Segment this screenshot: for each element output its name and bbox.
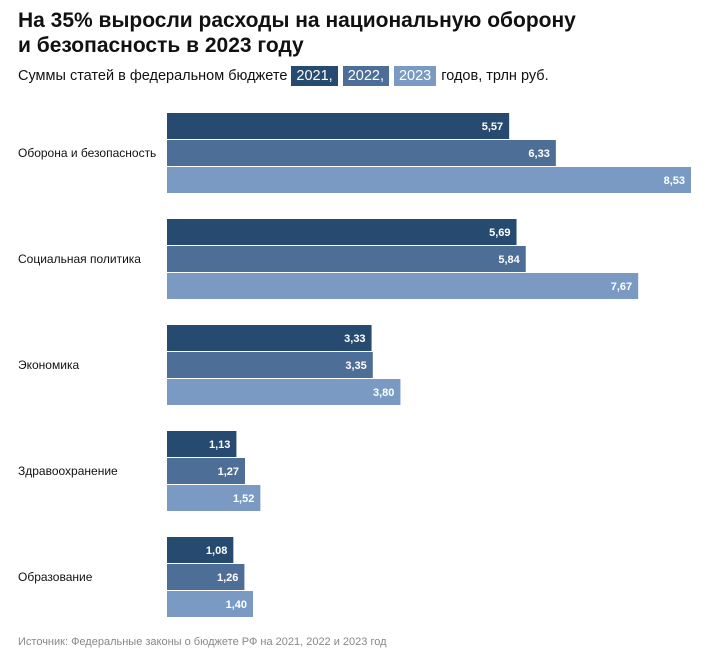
bar-value-label: 3,35: [345, 360, 366, 372]
bar-2023: [167, 485, 261, 511]
bar-value-label: 3,80: [373, 387, 394, 399]
chart-title-line-2: и безопасность в 2023 году: [18, 34, 304, 57]
bar-2022: [167, 352, 373, 378]
bar-value-label: 1,26: [217, 572, 238, 584]
bar-value-label: 7,67: [611, 281, 632, 293]
chart-title: На 35% выросли расходы на национальную о…: [18, 8, 698, 58]
bar-value-label: 5,57: [482, 121, 503, 133]
bar-2022: [167, 140, 556, 166]
bar-2023: [167, 379, 401, 405]
source-note: Источник: Федеральные законы о бюджете Р…: [18, 636, 387, 648]
chart-title-line-1: На 35% выросли расходы на национальную о…: [18, 9, 576, 32]
bar-value-label: 6,33: [528, 148, 549, 160]
category-label: Экономика: [18, 358, 79, 372]
bar-value-label: 1,13: [209, 439, 230, 451]
category-label: Социальная политика: [18, 252, 141, 266]
bar-value-label: 1,40: [226, 599, 247, 611]
bar-2021: [167, 325, 372, 351]
category-label: Оборона и безопасность: [18, 146, 156, 160]
bar-2021: [167, 113, 510, 139]
legend-chip-2022: 2022,: [342, 66, 389, 86]
bar-2022: [167, 246, 526, 272]
chart-subtitle: Суммы статей в федеральном бюджете 2021,…: [18, 65, 549, 87]
category-label: Образование: [18, 570, 93, 584]
bar-2023: [167, 591, 254, 617]
bar-2022: [167, 458, 246, 484]
bar-value-label: 1,08: [206, 545, 227, 557]
bar-2021: [167, 537, 234, 563]
legend-chip-2023: 2023: [393, 66, 437, 86]
bar-2023: [167, 273, 639, 299]
category-label: Здравоохранение: [18, 464, 118, 478]
bar-2023: [167, 167, 691, 193]
bar-value-label: 8,53: [664, 175, 685, 187]
bar-2021: [167, 431, 237, 457]
subtitle-suffix: годов, трлн руб.: [441, 68, 549, 84]
bar-2021: [167, 219, 517, 245]
bar-value-label: 1,27: [218, 466, 239, 478]
bar-value-label: 5,84: [498, 254, 520, 266]
bar-value-label: 5,69: [489, 227, 510, 239]
subtitle-prefix: Суммы статей в федеральном бюджете: [18, 68, 288, 84]
legend-chip-2021: 2021,: [291, 66, 338, 86]
bar-value-label: 1,52: [233, 493, 254, 505]
bar-value-label: 3,33: [344, 333, 365, 345]
bar-2022: [167, 564, 245, 590]
